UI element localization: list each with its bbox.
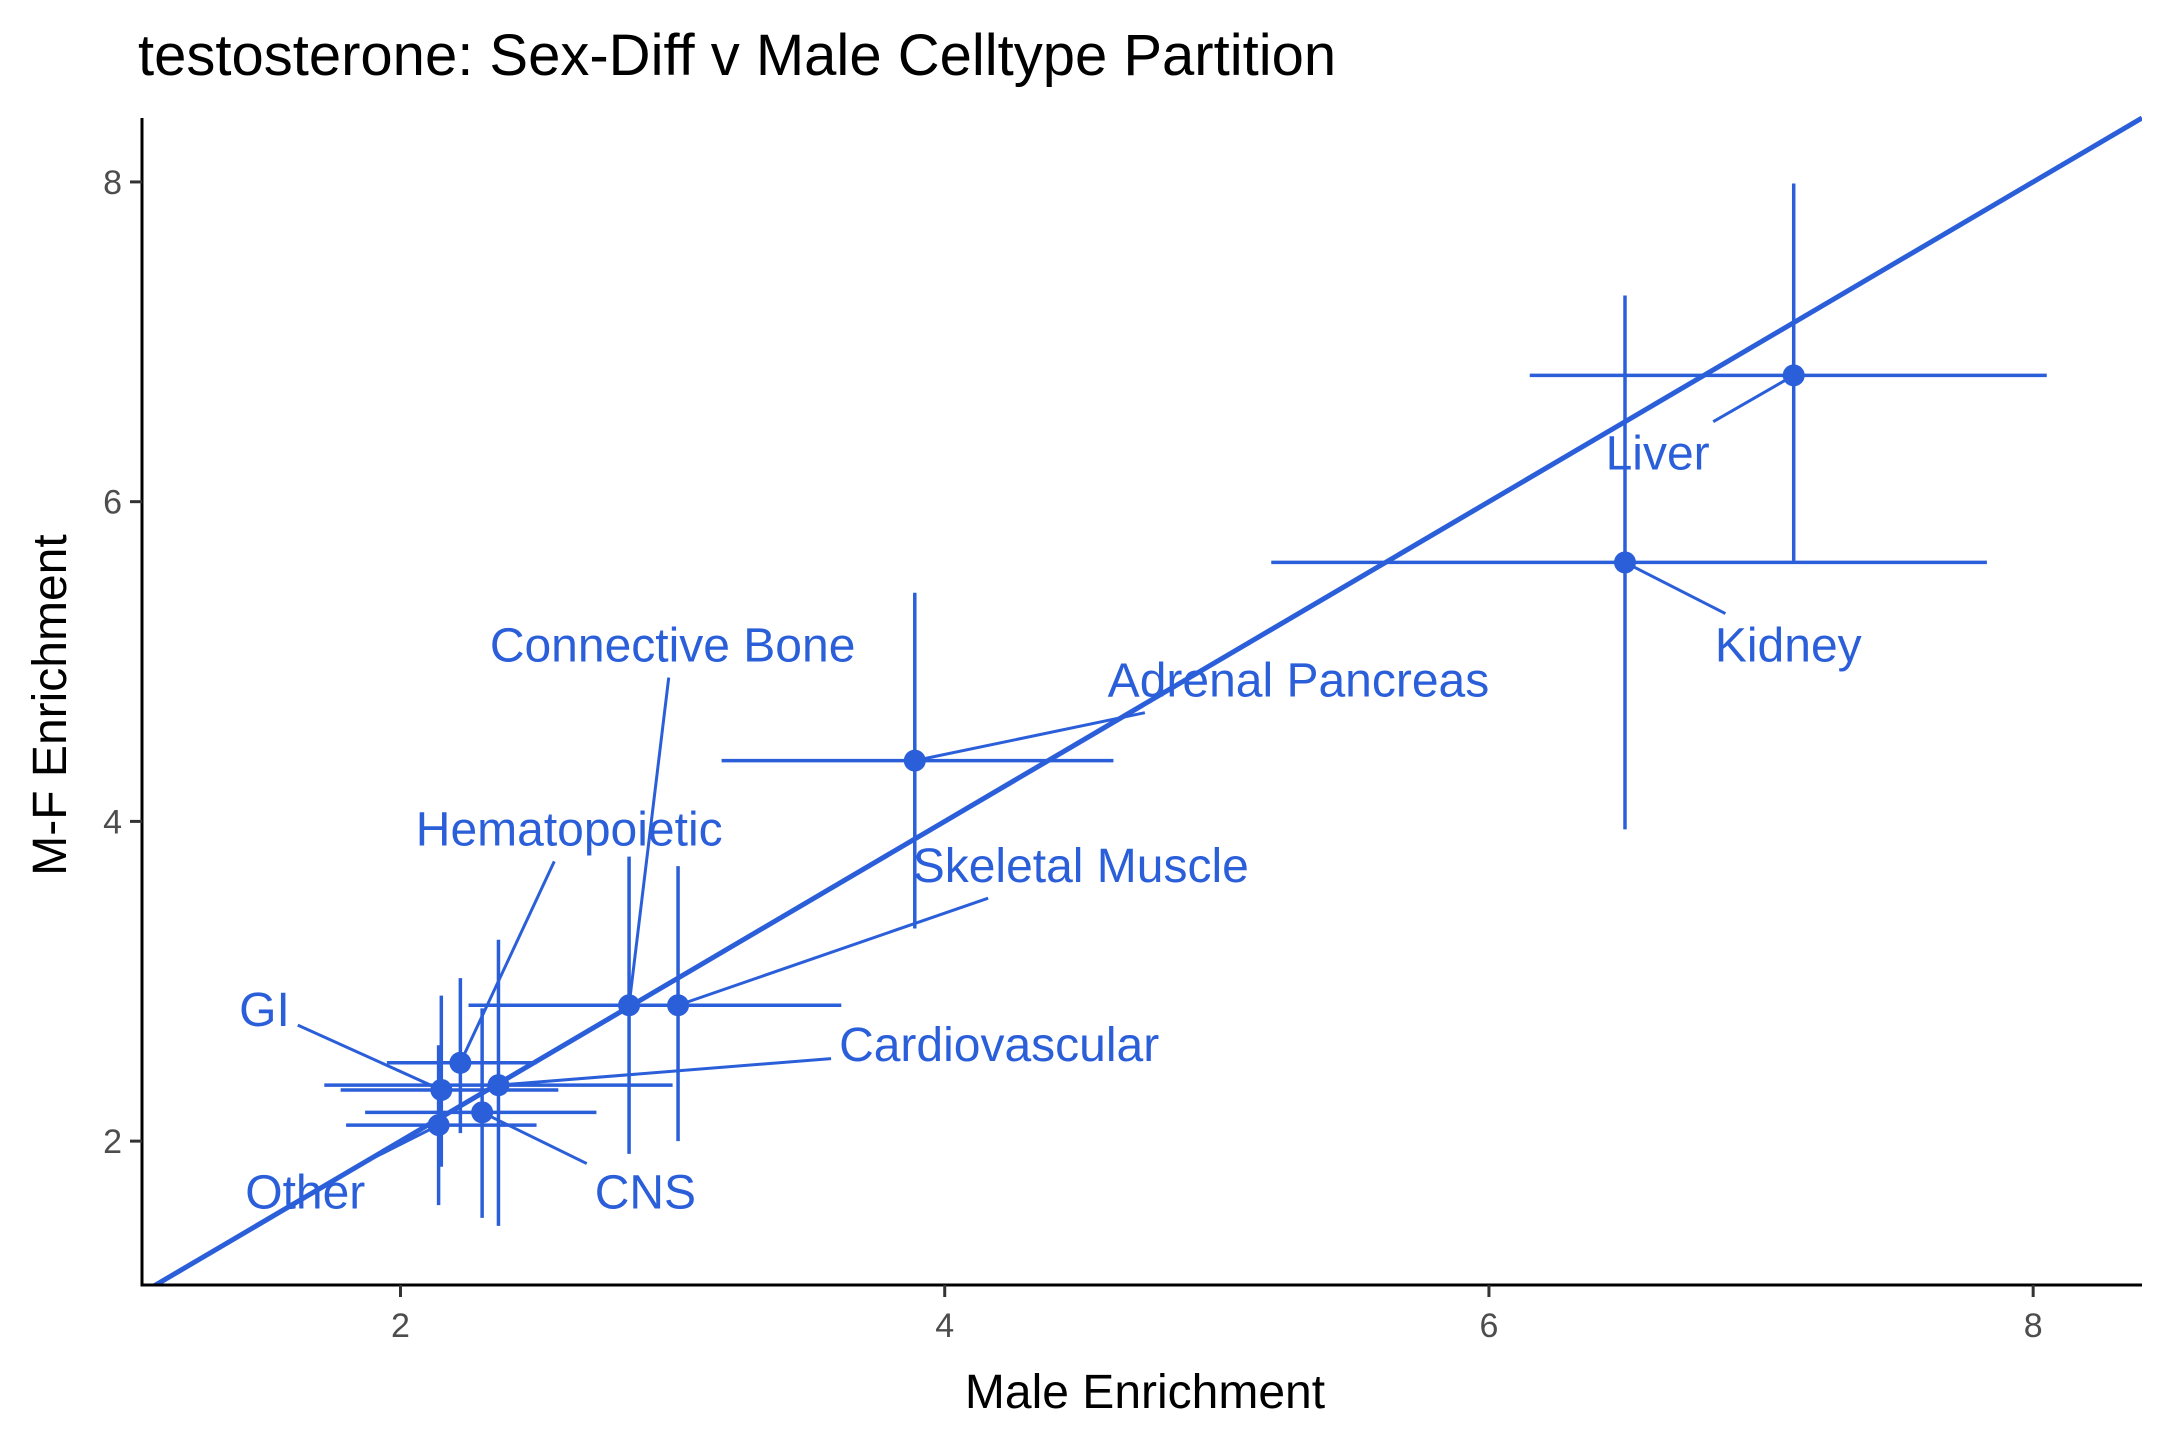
y-tick-label-8: 8 — [103, 164, 122, 202]
data-point-connective-bone — [618, 994, 641, 1017]
y-tick-label-4: 4 — [103, 803, 122, 841]
axis-layer: 2 4 6 8 2 4 6 8 — [103, 118, 2142, 1345]
point-label-kidney: Kidney — [1715, 620, 1862, 673]
data-point-cns — [471, 1101, 494, 1124]
point-label-connective-bone: Connective Bone — [490, 620, 856, 673]
data-point-gi — [430, 1078, 453, 1101]
point-label-cardiovascular: Cardiovascular — [839, 1019, 1159, 1072]
plot-layer: Liver Kidney Adrenal Pancreas Skeletal Musc… — [150, 116, 2142, 1285]
point-label-liver: Liver — [1606, 428, 1710, 481]
data-point-adrenal-pancreas — [903, 749, 926, 772]
point-label-adrenal-pancreas: Adrenal Pancreas — [1108, 655, 1490, 708]
y-tick-label-2: 2 — [103, 1123, 122, 1161]
point-label-hematopoietic: Hematopoietic — [416, 803, 723, 856]
leader-line-connective-bone — [627, 677, 671, 1006]
data-point-liver — [1782, 364, 1805, 387]
leader-line-skeletal-muscle — [677, 896, 989, 1007]
leader-line-cardiovascular — [498, 1057, 832, 1087]
point-label-cns: CNS — [595, 1166, 696, 1219]
leader-line-hematopoietic — [459, 860, 556, 1064]
point-label-gi: GI — [239, 984, 290, 1037]
x-axis-title: Male Enrichment — [965, 1366, 1325, 1419]
y-tick-label-6: 6 — [103, 484, 122, 522]
reference-line — [150, 116, 2142, 1285]
y-axis-title: M-F Enrichment — [24, 534, 77, 875]
data-point-other — [427, 1114, 450, 1137]
x-tick-label-4: 4 — [935, 1307, 954, 1345]
chart-title: testosterone: Sex-Diff v Male Celltype P… — [138, 23, 1336, 88]
data-point-hematopoietic — [449, 1051, 472, 1074]
leader-line-cns — [481, 1111, 588, 1165]
point-label-skeletal-muscle: Skeletal Muscle — [913, 840, 1249, 893]
leader-line-adrenal-pancreas — [914, 711, 1146, 763]
data-point-cardiovascular — [487, 1074, 510, 1097]
data-point-skeletal-muscle — [667, 994, 690, 1017]
x-tick-label-8: 8 — [2024, 1307, 2043, 1345]
data-point-kidney — [1613, 551, 1636, 574]
x-tick-label-6: 6 — [1479, 1307, 1498, 1345]
leader-line-kidney — [1624, 561, 1727, 615]
point-label-other: Other — [245, 1166, 365, 1219]
leader-line-other — [368, 1123, 440, 1162]
leader-line-liver — [1712, 374, 1795, 423]
leader-line-gi — [297, 1023, 442, 1092]
x-tick-label-2: 2 — [391, 1307, 410, 1345]
